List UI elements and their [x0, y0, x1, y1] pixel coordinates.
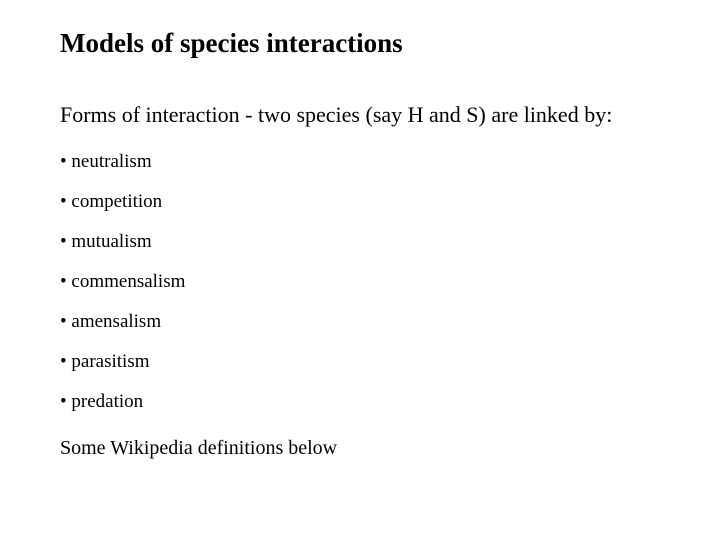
list-item: amensalism [60, 311, 660, 333]
footer-text: Some Wikipedia definitions below [60, 437, 660, 460]
list-item: neutralism [60, 151, 660, 173]
list-item: commensalism [60, 271, 660, 293]
list-item: parasitism [60, 351, 660, 373]
slide-page: Models of species interactions Forms of … [0, 0, 720, 460]
intro-text: Forms of interaction - two species (say … [60, 101, 660, 129]
interaction-list: neutralism competition mutualism commens… [60, 151, 660, 413]
list-item: predation [60, 391, 660, 413]
page-title: Models of species interactions [60, 28, 660, 59]
list-item: mutualism [60, 231, 660, 253]
list-item: competition [60, 191, 660, 213]
